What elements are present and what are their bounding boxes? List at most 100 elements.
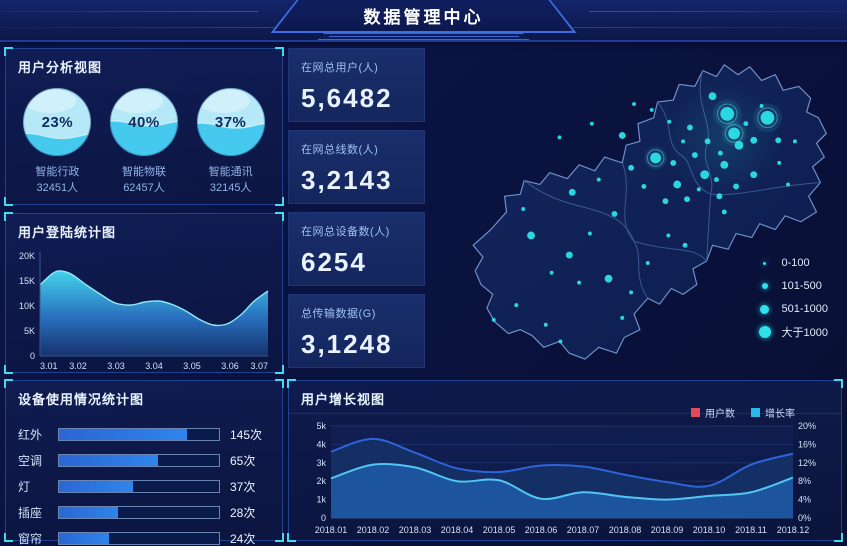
svg-text:3.07: 3.07 xyxy=(250,361,268,371)
svg-text:20K: 20K xyxy=(19,251,35,261)
bar-fill xyxy=(59,454,159,466)
bar-track xyxy=(58,531,220,545)
svg-text:8%: 8% xyxy=(798,476,811,486)
map-legend-item: 101-500 xyxy=(756,279,829,293)
stat-value: 6254 xyxy=(301,247,367,277)
growth-area-chart: 0 0% 1k 4% 2k 8% 3k 12% 4k 16% 5k 20% 2018.01 2018.02… xyxy=(315,421,816,535)
svg-text:20%: 20% xyxy=(798,421,816,431)
svg-text:3.01: 3.01 xyxy=(40,361,58,371)
bubble-size-icon xyxy=(763,261,766,265)
gauge-count: 62457人 xyxy=(123,182,165,194)
gauge-count: 32451人 xyxy=(36,182,79,194)
bar-track xyxy=(58,427,220,441)
panel-title-user-growth: 用户增长视图 xyxy=(289,381,841,414)
liquid-gauge-chart xyxy=(108,87,179,157)
bar-value: 24次 xyxy=(230,531,256,546)
bar-value: 37次 xyxy=(230,479,256,494)
panel-device-usage: 设备使用情况统计图 红外 145次 空调 65次 灯 37次 插座 28次 xyxy=(4,379,284,546)
svg-text:2018.08: 2018.08 xyxy=(609,525,642,535)
svg-text:2018.01: 2018.01 xyxy=(315,525,348,535)
legend-item-users[interactable]: 用户数 xyxy=(691,405,735,420)
svg-text:15K: 15K xyxy=(19,276,35,286)
svg-text:2018.03: 2018.03 xyxy=(399,525,432,535)
gauge-item: 37% 智能通讯 32145人 xyxy=(189,85,273,195)
svg-text:2k: 2k xyxy=(316,476,326,486)
stat-card-online-lines: 在网总线数(人) 3,2143 xyxy=(288,130,425,204)
liquid-gauge-chart xyxy=(195,87,266,157)
gauge-count: 32145人 xyxy=(209,182,252,194)
svg-text:3k: 3k xyxy=(316,458,326,468)
header-accent-line xyxy=(0,27,274,28)
bar-row: 灯 37次 xyxy=(18,473,270,499)
bar-value: 65次 xyxy=(230,453,256,468)
stat-card-online-devices: 在网总设备数(人) 6254 xyxy=(288,212,425,286)
bubble-size-icon xyxy=(760,304,769,314)
liquid-gauge-chart xyxy=(22,87,93,157)
svg-text:0: 0 xyxy=(30,351,35,361)
bar-fill xyxy=(59,506,119,518)
svg-text:2018.10: 2018.10 xyxy=(693,525,726,535)
svg-text:2018.09: 2018.09 xyxy=(651,525,684,535)
svg-text:2018.02: 2018.02 xyxy=(357,525,390,535)
panel-login-stats: 用户登陆统计图 0 5K 10K 15K 20K 3.01 3.02 3.03 3.04 3.05… xyxy=(4,212,284,374)
svg-text:4k: 4k xyxy=(316,439,326,449)
svg-text:3.04: 3.04 xyxy=(145,361,163,371)
bar-row: 空调 65次 xyxy=(18,447,270,473)
login-area-chart: 0 5K 10K 15K 20K 3.01 3.02 3.03 3.04 3.05 3.06 3.07 xyxy=(19,251,269,371)
svg-text:3.03: 3.03 xyxy=(107,361,125,371)
header-pedestal xyxy=(317,33,530,40)
stat-label: 在网总用户(人) xyxy=(301,62,379,74)
stat-label: 在网总线数(人) xyxy=(301,144,379,156)
panel-user-analysis: 用户分析视图 23% 智能行政 32451人 40% 智能物联 62457人 xyxy=(4,47,284,206)
svg-text:2018.12: 2018.12 xyxy=(777,525,810,535)
map-bubbles xyxy=(491,92,797,344)
bar-label: 空调 xyxy=(18,453,43,468)
stat-value: 5,6482 xyxy=(301,83,393,113)
bar-row: 窗帘 24次 xyxy=(18,525,270,546)
bar-track xyxy=(58,505,220,519)
svg-text:0%: 0% xyxy=(798,513,811,523)
map-legend-item: 0-100 xyxy=(756,256,829,270)
stat-label: 总传输数据(G) xyxy=(301,308,376,320)
gauge-label: 智能行政 xyxy=(35,166,80,178)
header-accent-line xyxy=(589,11,847,12)
gauge-percent: 37% xyxy=(214,113,247,131)
svg-text:10K: 10K xyxy=(19,301,35,311)
stat-card-online-users: 在网总用户(人) 5,6482 xyxy=(288,48,425,122)
gauge-percent: 40% xyxy=(128,113,160,131)
panel-user-growth: 用户增长视图 用户数 增长率 0 0% 1k 4% 2k 8% 3k 12% 4k 16% 5k 20… xyxy=(287,379,843,542)
bar-row: 红外 145次 xyxy=(18,421,270,447)
bar-label: 窗帘 xyxy=(18,531,43,546)
svg-text:12%: 12% xyxy=(798,458,816,468)
svg-text:2018.06: 2018.06 xyxy=(525,525,558,535)
bar-track xyxy=(58,453,220,467)
legend-item-growth-rate[interactable]: 增长率 xyxy=(751,405,795,420)
stat-value: 3,2143 xyxy=(301,165,393,195)
svg-text:5k: 5k xyxy=(316,421,326,431)
growth-chart-legend: 用户数 增长率 xyxy=(691,405,795,420)
svg-text:5K: 5K xyxy=(24,326,35,336)
map-cluster-glow xyxy=(665,81,784,200)
map-legend-item: 大于1000 xyxy=(756,325,829,339)
bubble-size-icon xyxy=(761,283,768,289)
bar-fill xyxy=(59,480,133,492)
svg-text:2018.07: 2018.07 xyxy=(567,525,600,535)
bar-value: 28次 xyxy=(230,505,256,520)
svg-text:16%: 16% xyxy=(798,439,816,449)
bar-label: 红外 xyxy=(18,427,43,442)
bar-fill xyxy=(59,532,109,544)
gauge-label: 智能物联 xyxy=(121,166,166,178)
svg-text:3.05: 3.05 xyxy=(183,361,201,371)
page-title: 数据管理中心 xyxy=(363,8,484,27)
bar-row: 插座 28次 xyxy=(18,499,270,525)
legend-swatch-users xyxy=(691,408,700,417)
bar-fill xyxy=(59,428,187,440)
svg-text:2018.11: 2018.11 xyxy=(735,525,767,535)
bar-label: 灯 xyxy=(18,479,31,494)
svg-text:3.02: 3.02 xyxy=(69,361,87,371)
map-legend-item: 501-1000 xyxy=(756,302,828,316)
device-bar-chart: 红外 145次 空调 65次 灯 37次 插座 28次 窗帘 xyxy=(6,413,282,546)
gauge-label: 智能通讯 xyxy=(208,166,253,178)
bar-value: 145次 xyxy=(230,427,263,442)
